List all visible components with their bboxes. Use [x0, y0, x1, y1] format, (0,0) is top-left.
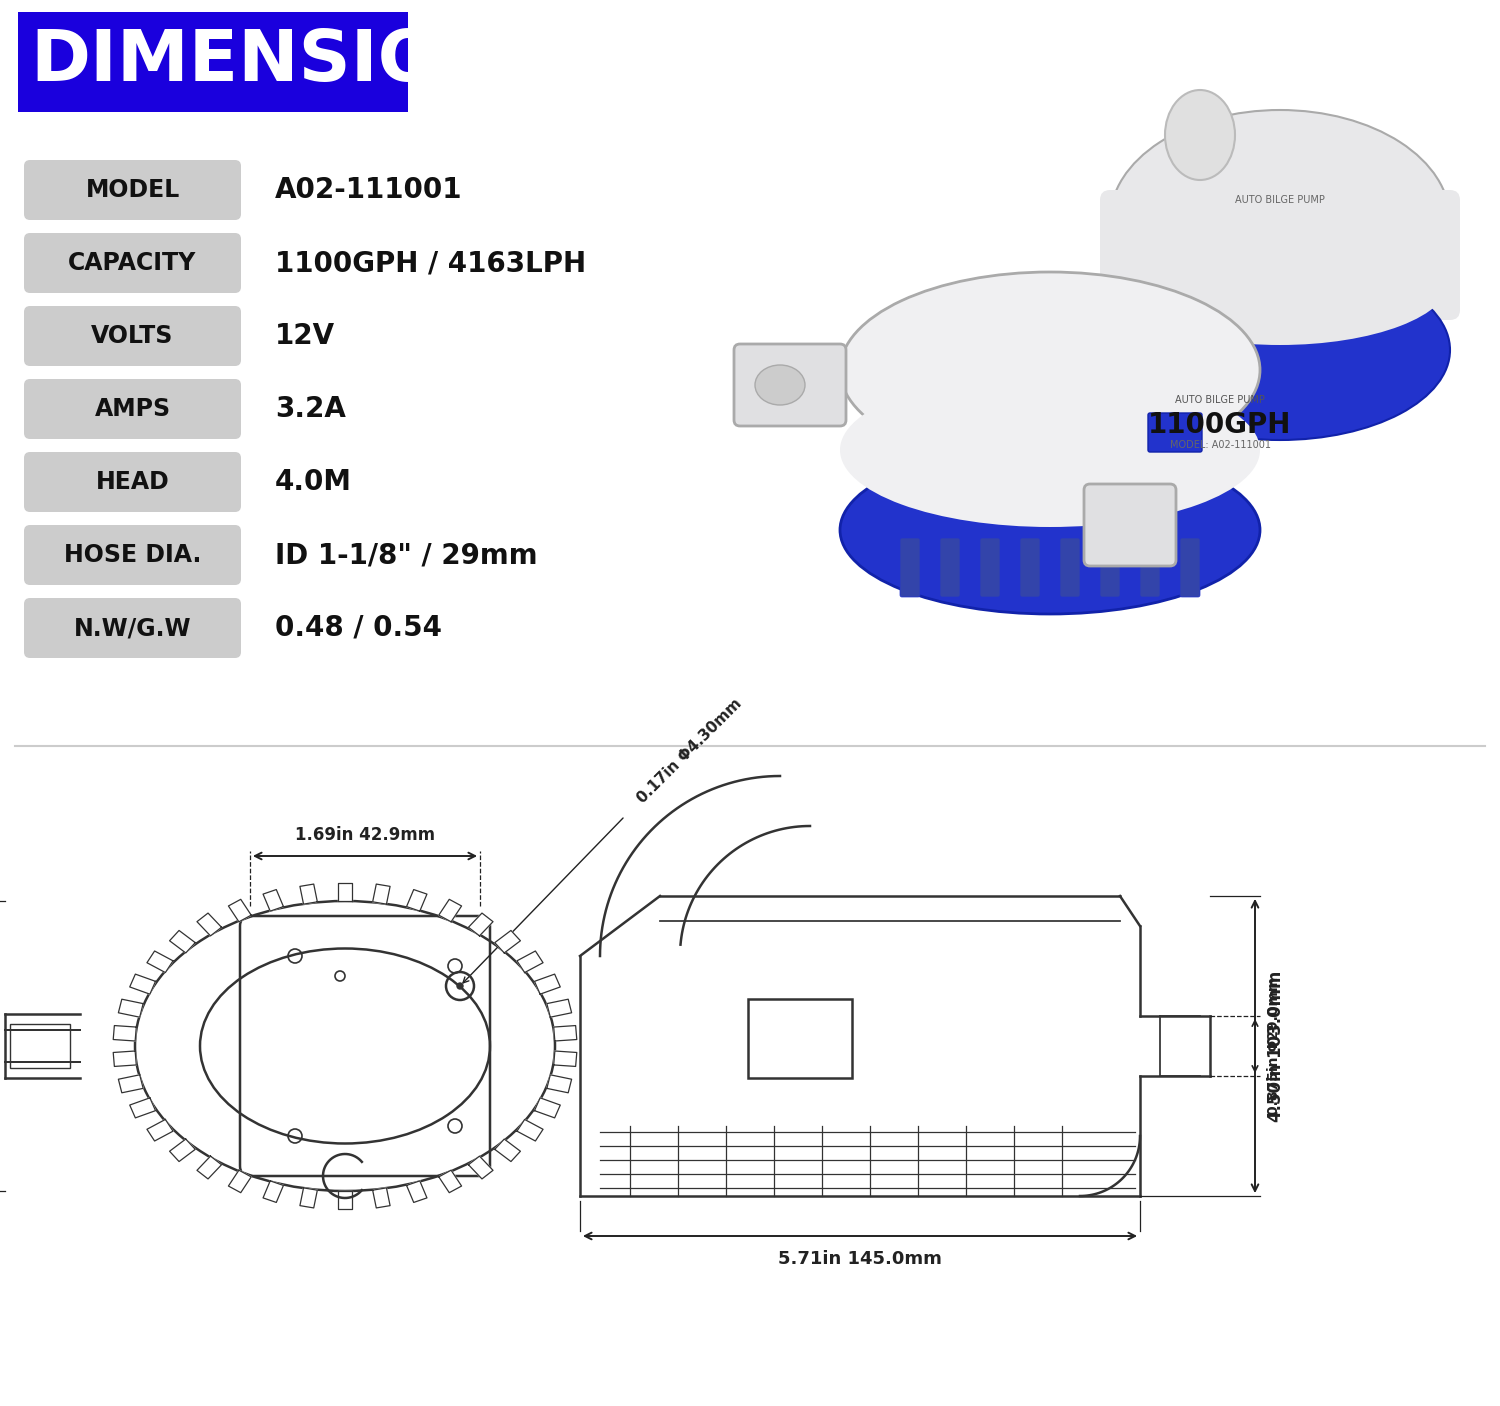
- FancyBboxPatch shape: [1020, 538, 1040, 598]
- FancyBboxPatch shape: [1084, 484, 1176, 567]
- Text: ID 1-1/8" / 29mm: ID 1-1/8" / 29mm: [274, 541, 537, 569]
- Polygon shape: [118, 1000, 142, 1017]
- Text: VOLTS: VOLTS: [92, 323, 174, 349]
- Polygon shape: [112, 1052, 136, 1066]
- Text: 4.0M: 4.0M: [274, 468, 352, 496]
- Text: DIMENSIONS: DIMENSIONS: [30, 28, 552, 97]
- Text: AMPS: AMPS: [94, 396, 171, 420]
- Polygon shape: [468, 912, 494, 936]
- Ellipse shape: [840, 271, 1260, 468]
- Polygon shape: [338, 1191, 352, 1209]
- Polygon shape: [518, 1119, 543, 1142]
- Polygon shape: [112, 1025, 136, 1040]
- Text: HOSE DIA.: HOSE DIA.: [64, 543, 201, 567]
- FancyBboxPatch shape: [24, 307, 242, 366]
- Text: 4.50in 103.0mm: 4.50in 103.0mm: [1268, 970, 1286, 1122]
- Polygon shape: [129, 1098, 156, 1118]
- Ellipse shape: [1166, 90, 1234, 180]
- Polygon shape: [468, 1156, 494, 1178]
- Polygon shape: [196, 912, 222, 936]
- Ellipse shape: [840, 446, 1260, 614]
- Text: 3.2A: 3.2A: [274, 395, 346, 423]
- Text: 1100GPH: 1100GPH: [1149, 411, 1292, 439]
- Polygon shape: [495, 1139, 520, 1161]
- Text: 1100GPH / 4163LPH: 1100GPH / 4163LPH: [274, 249, 586, 277]
- Text: 5.71in 145.0mm: 5.71in 145.0mm: [778, 1250, 942, 1268]
- Polygon shape: [554, 1052, 578, 1066]
- Polygon shape: [170, 931, 195, 953]
- Polygon shape: [548, 1074, 572, 1092]
- Polygon shape: [518, 950, 543, 973]
- Polygon shape: [147, 950, 172, 973]
- Polygon shape: [170, 1139, 195, 1161]
- Ellipse shape: [1110, 110, 1450, 330]
- FancyBboxPatch shape: [24, 524, 242, 585]
- Text: A02-111001: A02-111001: [274, 176, 462, 204]
- Polygon shape: [548, 1000, 572, 1017]
- Text: 12V: 12V: [274, 322, 334, 350]
- Polygon shape: [554, 1025, 578, 1040]
- FancyBboxPatch shape: [1148, 413, 1202, 451]
- Polygon shape: [147, 1119, 172, 1142]
- FancyBboxPatch shape: [24, 233, 242, 292]
- Polygon shape: [196, 1156, 222, 1178]
- FancyBboxPatch shape: [734, 344, 846, 426]
- Text: HEAD: HEAD: [96, 470, 170, 494]
- Polygon shape: [534, 1098, 561, 1118]
- Text: MODEL: A02-111001: MODEL: A02-111001: [1170, 440, 1270, 450]
- FancyBboxPatch shape: [980, 538, 1000, 598]
- FancyBboxPatch shape: [1060, 538, 1080, 598]
- Ellipse shape: [1110, 215, 1450, 344]
- FancyBboxPatch shape: [1140, 538, 1160, 598]
- FancyBboxPatch shape: [900, 538, 920, 598]
- FancyBboxPatch shape: [1180, 538, 1200, 598]
- Polygon shape: [300, 1188, 318, 1208]
- Polygon shape: [129, 974, 156, 994]
- FancyBboxPatch shape: [1100, 538, 1120, 598]
- Polygon shape: [440, 1170, 462, 1192]
- Ellipse shape: [1110, 260, 1450, 440]
- Text: N.W/G.W: N.W/G.W: [74, 616, 192, 640]
- Text: AUTO BILGE PUMP: AUTO BILGE PUMP: [1174, 395, 1264, 405]
- FancyBboxPatch shape: [24, 380, 242, 439]
- Polygon shape: [228, 1170, 251, 1192]
- Polygon shape: [406, 890, 427, 911]
- Circle shape: [458, 983, 464, 988]
- Polygon shape: [406, 1181, 427, 1202]
- Polygon shape: [262, 1181, 284, 1202]
- Polygon shape: [118, 1074, 142, 1092]
- Polygon shape: [262, 890, 284, 911]
- Polygon shape: [372, 1188, 390, 1208]
- Text: AUTO BILGE PUMP: AUTO BILGE PUMP: [1234, 195, 1324, 205]
- Ellipse shape: [840, 373, 1260, 527]
- FancyBboxPatch shape: [940, 538, 960, 598]
- Polygon shape: [440, 900, 462, 922]
- Polygon shape: [372, 884, 390, 904]
- Polygon shape: [534, 974, 561, 994]
- FancyBboxPatch shape: [24, 160, 242, 219]
- Text: 0.17in Φ4.30mm: 0.17in Φ4.30mm: [634, 696, 746, 806]
- Text: 1.69in 42.9mm: 1.69in 42.9mm: [296, 825, 435, 844]
- Polygon shape: [300, 884, 318, 904]
- FancyBboxPatch shape: [18, 13, 408, 112]
- FancyBboxPatch shape: [24, 451, 242, 512]
- FancyBboxPatch shape: [1100, 190, 1460, 321]
- FancyBboxPatch shape: [24, 598, 242, 658]
- Polygon shape: [495, 931, 520, 953]
- Ellipse shape: [754, 366, 806, 405]
- Text: 0.48 / 0.54: 0.48 / 0.54: [274, 614, 442, 643]
- Polygon shape: [338, 883, 352, 901]
- Text: MODEL: MODEL: [86, 179, 180, 202]
- Polygon shape: [228, 900, 251, 922]
- Text: 0.875in Φ29.0mm: 0.875in Φ29.0mm: [1268, 977, 1281, 1115]
- Text: CAPACITY: CAPACITY: [69, 252, 196, 276]
